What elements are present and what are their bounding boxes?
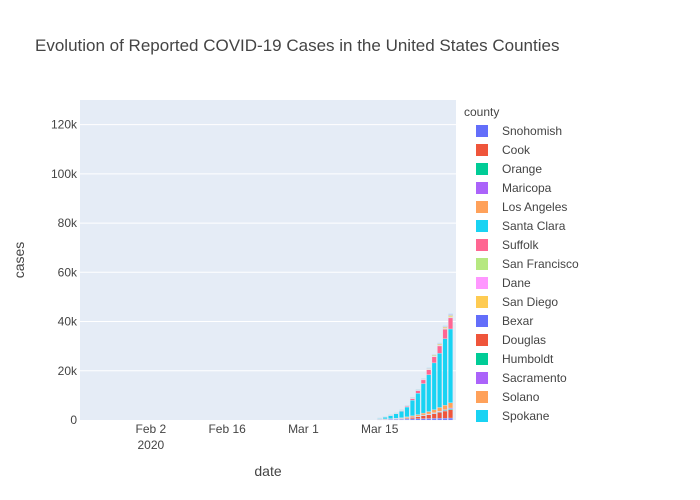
legend-entry-label[interactable]: Solano	[502, 390, 540, 404]
legend-swatch[interactable]	[476, 315, 488, 327]
legend-entry-label[interactable]: Humboldt	[502, 352, 554, 366]
legend-entry-label[interactable]: Spokane	[502, 409, 550, 423]
y-axis-title: cases	[11, 242, 27, 279]
y-tick-labels: 0 20k 40k 60k 80k 100k 120k	[51, 118, 78, 427]
bar-segment[interactable]	[448, 317, 453, 330]
bar-segment[interactable]	[448, 315, 453, 318]
bar-segment[interactable]	[420, 418, 426, 421]
legend-entry-label[interactable]: Santa Clara	[502, 219, 566, 233]
x-axis-title: date	[254, 463, 281, 479]
bar-segment[interactable]	[448, 328, 453, 403]
bar-segment[interactable]	[420, 383, 426, 414]
bar-segment[interactable]	[426, 418, 432, 421]
bar-segment[interactable]	[426, 374, 432, 412]
bar-segment[interactable]	[431, 356, 437, 364]
bar-segment[interactable]	[393, 413, 399, 419]
legend-entry-label[interactable]: San Diego	[502, 295, 558, 309]
legend-swatch[interactable]	[476, 220, 488, 232]
bar-segment[interactable]	[420, 379, 426, 384]
bar-segment[interactable]	[448, 409, 453, 419]
bar-segment[interactable]	[431, 409, 437, 413]
legend-title: county	[464, 105, 499, 119]
bar-segment[interactable]	[415, 390, 421, 394]
legend-swatch[interactable]	[476, 410, 488, 422]
bar-segment[interactable]	[448, 402, 453, 409]
bars-layer	[377, 313, 453, 421]
x-tick-label: Mar 15	[361, 422, 399, 436]
y-tick-label: 40k	[58, 315, 78, 329]
bar-segment[interactable]	[442, 329, 448, 339]
y-tick-label: 20k	[58, 364, 78, 378]
bar-segment[interactable]	[415, 414, 421, 417]
bar-segment[interactable]	[442, 405, 448, 410]
bar-segment[interactable]	[426, 411, 432, 415]
legend-swatch[interactable]	[476, 163, 488, 175]
legend-swatch[interactable]	[476, 296, 488, 308]
bar-segment[interactable]	[415, 392, 421, 415]
legend-entry-label[interactable]: Dane	[502, 276, 531, 290]
legend-swatch[interactable]	[476, 277, 488, 289]
bar-segment[interactable]	[410, 400, 415, 416]
y-gridlines	[80, 124, 456, 372]
bar-segment[interactable]	[410, 418, 415, 421]
x-tick-labels: Feb 2 2020 Feb 16 Mar 1 Mar 15	[135, 422, 398, 452]
bar-segment[interactable]	[415, 416, 421, 419]
legend-entry-label[interactable]: Los Angeles	[502, 200, 567, 214]
bar-segment[interactable]	[437, 412, 443, 419]
bar-segment[interactable]	[431, 362, 437, 410]
bar-segment[interactable]	[437, 353, 443, 408]
legend-swatch[interactable]	[476, 182, 488, 194]
legend-swatch[interactable]	[476, 372, 488, 384]
bar-segment[interactable]	[442, 418, 448, 421]
x-tick-sublabel: 2020	[137, 438, 164, 452]
legend-entry-label[interactable]: Cook	[502, 143, 531, 157]
y-tick-label: 100k	[51, 167, 78, 181]
legend-entry-label[interactable]: Suffolk	[502, 238, 539, 252]
x-tick-label: Mar 1	[288, 422, 319, 436]
legend-swatch[interactable]	[476, 258, 488, 270]
legend: county Snohomish Cook Orange Maricopa Los An…	[464, 105, 579, 423]
bar-segment[interactable]	[410, 415, 415, 418]
legend-entry-label[interactable]: Douglas	[502, 333, 546, 347]
legend-swatch[interactable]	[476, 391, 488, 403]
bar-segment[interactable]	[404, 406, 410, 418]
legend-swatch[interactable]	[476, 239, 488, 251]
bar-segment[interactable]	[426, 414, 432, 419]
bar-segment[interactable]	[415, 418, 421, 421]
legend-swatch[interactable]	[476, 125, 488, 137]
legend-swatch[interactable]	[476, 201, 488, 213]
bar-segment[interactable]	[437, 407, 443, 412]
bar-segment[interactable]	[399, 411, 404, 418]
bar-segment[interactable]	[442, 338, 448, 406]
bar-segment[interactable]	[437, 418, 443, 421]
legend-entry-label[interactable]: Orange	[502, 162, 542, 176]
bar-segment[interactable]	[442, 410, 448, 419]
bar-segment[interactable]	[437, 345, 443, 354]
legend-entry-label[interactable]: San Francisco	[502, 257, 579, 271]
y-tick-label: 80k	[58, 216, 78, 230]
bar-segment[interactable]	[420, 412, 426, 416]
legend-entry-label[interactable]: Bexar	[502, 314, 533, 328]
plot-background	[80, 100, 456, 420]
legend-swatch[interactable]	[476, 353, 488, 365]
chart-title: Evolution of Reported COVID-19 Cases in …	[35, 36, 559, 55]
legend-entry-label[interactable]: Snohomish	[502, 124, 562, 138]
bar-segment[interactable]	[448, 417, 453, 421]
legend-swatch[interactable]	[476, 334, 488, 346]
y-tick-label: 60k	[58, 265, 78, 279]
legend-swatch[interactable]	[476, 144, 488, 156]
bar-segment[interactable]	[420, 415, 426, 419]
bar-segment[interactable]	[388, 415, 393, 419]
bar-segment[interactable]	[431, 418, 437, 421]
y-tick-label: 0	[70, 413, 77, 427]
legend-entry-label[interactable]: Maricopa	[502, 181, 552, 195]
bar-segment[interactable]	[426, 369, 432, 375]
legend-entry-label[interactable]: Sacramento	[502, 371, 567, 385]
y-tick-label: 120k	[51, 118, 78, 132]
bar-segment[interactable]	[431, 413, 437, 419]
x-tick-label: Feb 16	[208, 422, 246, 436]
x-tick-label: Feb 2	[135, 422, 166, 436]
